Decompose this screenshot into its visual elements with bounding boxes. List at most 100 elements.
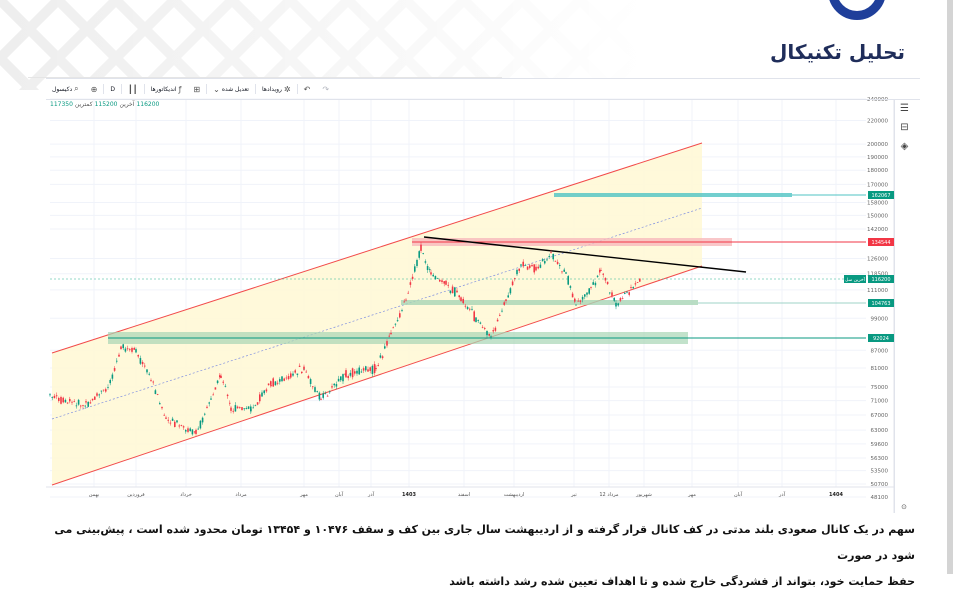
- object-tree-icon[interactable]: ☰: [900, 103, 909, 114]
- candle-body: [146, 369, 148, 373]
- chart-type-button[interactable]: ┃┃: [122, 79, 144, 99]
- candle-body: [156, 394, 159, 395]
- y-axis-tick: 158000: [867, 201, 888, 207]
- interval-button[interactable]: D: [104, 79, 121, 99]
- events-button[interactable]: ✲ رویدادها: [256, 79, 297, 99]
- page-scrollbar[interactable]: [947, 0, 953, 574]
- x-axis-tick: شهریور: [635, 492, 652, 498]
- candle-body: [333, 383, 335, 386]
- candle-body: [98, 394, 100, 396]
- candle-body: [154, 390, 157, 395]
- candle-body: [392, 327, 394, 329]
- candle-body: [326, 395, 329, 397]
- candle-body: [197, 428, 199, 430]
- right-side-toolbar: ☰ ⊟ ◈: [894, 99, 914, 513]
- adjustment-dropdown[interactable]: تعدیل شده ⌄: [207, 79, 255, 99]
- candle-body: [294, 370, 296, 373]
- candle-body: [107, 386, 109, 388]
- candle-body: [163, 414, 165, 416]
- layers-icon[interactable]: ◈: [900, 141, 909, 152]
- candle-body: [381, 356, 384, 359]
- x-axis-tick: 12 مرداد: [599, 492, 619, 498]
- last-price-tag: [844, 275, 866, 283]
- compare-button[interactable]: ⊕: [85, 79, 104, 99]
- candle-body: [135, 349, 137, 353]
- plus-circle-icon: ⊕: [90, 84, 98, 94]
- chart-toolbar: ⌕ دکیسول ⊕ D ┃┃ ƒ اندیکاتورها ⊞ تعدیل شد…: [46, 79, 920, 100]
- layout-grid-icon: ⊞: [193, 84, 201, 94]
- candle-body: [347, 376, 349, 379]
- symbol-search-button[interactable]: ⌕ دکیسول: [46, 79, 85, 99]
- candle-body: [373, 364, 376, 374]
- candle-body: [122, 344, 124, 349]
- candle-body: [89, 402, 92, 404]
- candle-body: [189, 428, 191, 432]
- watchlist-add-icon[interactable]: ⊟: [900, 122, 909, 133]
- toolbar-divider: [254, 84, 256, 94]
- ohlc-legend: 117350 کمترین 115200 آخرین 116200: [50, 101, 159, 108]
- candle-body: [496, 319, 499, 322]
- candle-body: [356, 370, 358, 374]
- layouts-button[interactable]: ⊞: [187, 79, 206, 99]
- candle-body: [204, 413, 206, 415]
- chart-settings-icon[interactable]: ⊙: [901, 503, 907, 511]
- candle-body: [460, 297, 462, 301]
- candle-body: [548, 255, 550, 257]
- candle-body: [100, 390, 103, 392]
- candle-body: [139, 358, 142, 364]
- candle-body: [604, 277, 607, 281]
- x-axis-tick: مرداد: [235, 492, 247, 498]
- toolbar-divider: [296, 84, 298, 94]
- candle-body: [201, 417, 204, 423]
- candle-body: [182, 426, 185, 428]
- candle-body: [524, 264, 527, 266]
- candle-body: [256, 402, 259, 405]
- candle-body: [345, 370, 347, 378]
- redo-button[interactable]: ↷: [316, 79, 335, 99]
- candle-body: [531, 264, 533, 267]
- candle-body: [360, 371, 363, 373]
- analysis-caption: سهم در یک کانال صعودی بلند مدتی در کف کا…: [45, 517, 915, 595]
- chevron-down-icon: ⌄: [213, 84, 220, 94]
- candle-body: [464, 305, 467, 307]
- candle-body: [420, 244, 422, 251]
- y-axis-tick: 111000: [867, 288, 888, 294]
- candle-body: [358, 367, 360, 375]
- candle-body: [322, 393, 324, 398]
- candle-body: [229, 402, 231, 404]
- candle-body: [471, 308, 473, 310]
- candle-body: [516, 269, 518, 275]
- candle-body: [418, 251, 420, 258]
- candle-body: [148, 373, 150, 375]
- background-pattern: [0, 0, 760, 90]
- candle-body: [479, 322, 482, 324]
- y-axis-tick: 59600: [871, 442, 889, 448]
- candle-body: [316, 391, 318, 393]
- candle-body: [430, 272, 432, 275]
- candle-body: [230, 407, 232, 411]
- candle-body: [484, 328, 486, 329]
- candle-body: [129, 349, 131, 351]
- price-chart[interactable]: 240000 220000 200000 190000 180000 170000 1580…: [46, 79, 920, 513]
- support1-price-label-text: 104763: [871, 301, 890, 307]
- candle-body: [340, 376, 342, 381]
- candle-body: [250, 409, 252, 411]
- y-axis-tick: 48100: [871, 495, 889, 501]
- candle-body: [314, 387, 316, 392]
- candle-body: [274, 381, 277, 386]
- candle-body: [445, 280, 447, 285]
- undo-button[interactable]: ↶: [298, 79, 317, 99]
- candle-body: [454, 287, 456, 297]
- candle-body: [84, 405, 86, 407]
- caption-line-1: سهم در یک کانال صعودی بلند مدتی در کف کا…: [54, 523, 915, 562]
- candle-body: [414, 266, 416, 272]
- candle-body: [351, 368, 354, 378]
- candle-body: [409, 282, 412, 285]
- candle-body: [80, 405, 82, 407]
- candle-body: [66, 402, 69, 404]
- toolbar-divider: [103, 84, 105, 94]
- candle-body: [571, 293, 574, 298]
- candle-body: [621, 298, 624, 300]
- candle-body: [111, 374, 114, 379]
- indicators-button[interactable]: ƒ اندیکاتورها: [145, 79, 188, 99]
